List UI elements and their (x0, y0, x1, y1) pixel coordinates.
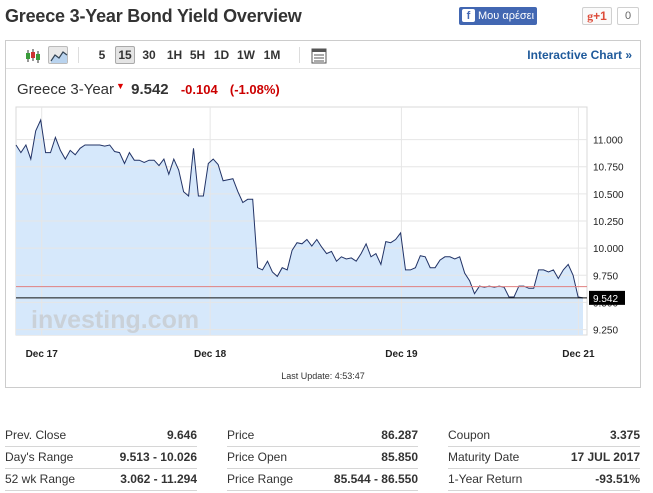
y-tick-label: 9.250 (593, 326, 618, 337)
stat-label: Prev. Close (5, 424, 97, 447)
stat-value: -93.51% (547, 468, 640, 491)
toolbar-divider (299, 47, 300, 63)
stat-label: Maturity Date (448, 446, 548, 469)
stats-row: Prev. Close 9.646 (5, 424, 197, 447)
y-tick-label: 10.250 (593, 217, 624, 228)
chart-toolbar: 5 15 30 1H 5H 1D 1W 1M Interactive Chart » (6, 41, 640, 69)
interactive-chart-link[interactable]: Interactive Chart » (527, 48, 632, 62)
price-change-percent: (-1.08%) (229, 82, 280, 97)
stats-row: 52 wk Range 3.062 - 11.294 (5, 468, 197, 491)
page-title: Greece 3-Year Bond Yield Overview (5, 6, 302, 26)
stats-row: Price 86.287 (227, 424, 418, 447)
stat-value: 3.062 - 11.294 (96, 468, 197, 491)
google-plus-count: 0 (617, 7, 639, 25)
stat-label: Price Range (227, 468, 312, 491)
y-tick-label: 9.750 (593, 271, 618, 282)
google-plus-icon: g (587, 9, 594, 23)
stats-row: Price Range 85.544 - 86.550 (227, 468, 418, 491)
stat-value: 3.375 (547, 424, 640, 447)
facebook-like-label: Μου αρέσει (478, 10, 535, 22)
stat-value: 9.646 (96, 424, 197, 447)
last-update: Last Update: 4:53:47 (281, 371, 365, 381)
period-button-5h[interactable]: 5H (189, 48, 206, 62)
period-button-1d[interactable]: 1D (213, 48, 230, 62)
google-plus-label: +1 (593, 9, 607, 23)
period-button-1m[interactable]: 1M (263, 48, 281, 62)
candlestick-chart-icon[interactable] (22, 46, 42, 64)
period-button-1w[interactable]: 1W (237, 48, 255, 62)
period-button-30[interactable]: 30 (142, 48, 156, 62)
stat-label: 1-Year Return (448, 468, 548, 491)
stats-row: Price Open 85.850 (227, 446, 418, 469)
stat-label: Day's Range (5, 446, 97, 469)
stats-table-3: Coupon 3.375 Maturity Date 17 JUL 2017 1-Yea… (448, 424, 640, 491)
period-button-15[interactable]: 15 (115, 46, 135, 64)
stat-value: 85.850 (311, 446, 418, 469)
instrument-name: Greece 3-Year (17, 81, 115, 98)
stat-label: 52 wk Range (5, 468, 97, 491)
down-arrow-icon: ▼ (116, 81, 125, 91)
facebook-like-button[interactable]: f Μου αρέσει (459, 7, 537, 25)
area-chart-icon[interactable] (48, 46, 68, 64)
x-tick-label: Dec 21 (562, 349, 595, 360)
x-tick-label: Dec 17 (26, 349, 59, 360)
last-price: 9.542 (131, 81, 169, 98)
stats-table-2: Price 86.287 Price Open 85.850 Price Range 85… (227, 424, 418, 491)
stat-value: 85.544 - 86.550 (311, 468, 418, 491)
table-view-icon[interactable] (308, 46, 328, 64)
chart-panel: 5 15 30 1H 5H 1D 1W 1M Interactive Chart » Gree… (5, 40, 641, 388)
toolbar-divider (78, 47, 79, 63)
y-tick-label: 10.750 (593, 163, 624, 174)
last-value-badge (589, 290, 625, 305)
y-tick-label: 11.000 (593, 136, 623, 147)
stat-label: Price (227, 424, 312, 447)
watermark-logo: investing.com (31, 306, 199, 334)
stats-row: Maturity Date 17 JUL 2017 (448, 446, 640, 469)
x-tick-label: Dec 18 (194, 349, 227, 360)
y-tick-label: 10.000 (593, 244, 624, 255)
quote-header: Greece 3-Year ▼ 9.542 -0.104 (-1.08%) (17, 81, 280, 98)
series-area (16, 120, 583, 335)
stat-value: 9.513 - 10.026 (96, 446, 197, 469)
stat-value: 86.287 (311, 424, 418, 447)
facebook-icon: f (462, 9, 475, 22)
google-plus-button[interactable]: g+1 (582, 7, 612, 25)
x-tick-label: Dec 19 (385, 349, 418, 360)
stats-row: 1-Year Return -93.51% (448, 468, 640, 491)
stats-row: Day's Range 9.513 - 10.026 (5, 446, 197, 469)
price-chart[interactable]: Dec 17 Dec 18 Dec 19 Dec 21 investing.com 11.… (6, 41, 640, 387)
stat-label: Price Open (227, 446, 312, 469)
stat-value: 17 JUL 2017 (547, 446, 640, 469)
period-button-1h[interactable]: 1H (166, 48, 183, 62)
stats-table-1: Prev. Close 9.646 Day's Range 9.513 - 10.02… (5, 424, 197, 491)
period-button-5[interactable]: 5 (98, 48, 106, 62)
stats-row: Coupon 3.375 (448, 424, 640, 447)
last-value-label: 9.542 (593, 294, 618, 305)
price-change: -0.104 (180, 82, 218, 97)
y-tick-label: 10.500 (593, 190, 624, 201)
stat-label: Coupon (448, 424, 548, 447)
